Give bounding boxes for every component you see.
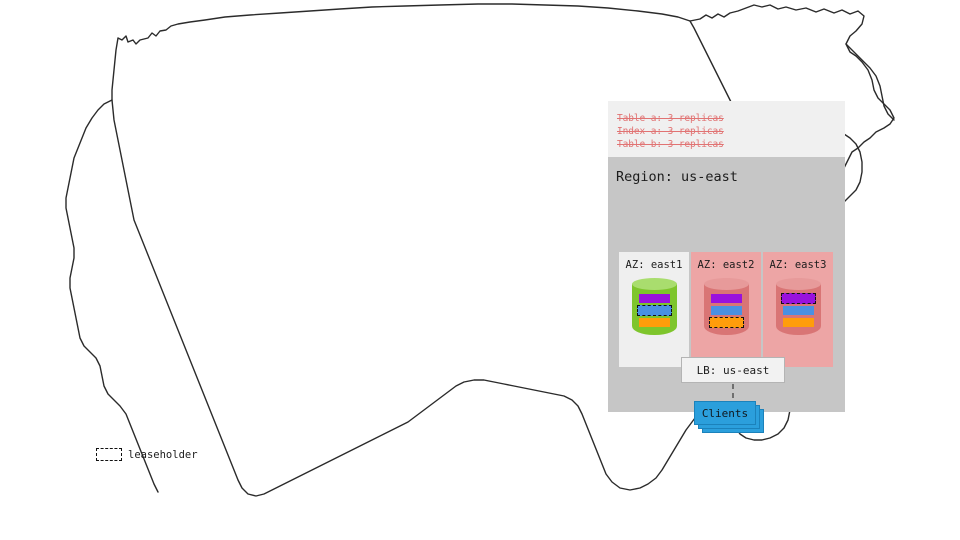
load-balancer-box[interactable]: LB: us-east xyxy=(681,357,785,383)
database-cylinder-east1[interactable] xyxy=(632,278,677,340)
cylinder-top-ellipse xyxy=(632,278,677,290)
us-east-deployment-panel: Table a: 3 replicas Index a: 3 replicas … xyxy=(608,101,846,433)
az-panel-east3[interactable]: AZ: east3 xyxy=(763,252,833,367)
clients-stack[interactable]: Clients xyxy=(694,401,766,433)
range-bar-index-a-east2 xyxy=(711,306,742,315)
range-bar-table-a-east3-leaseholder xyxy=(781,293,816,304)
database-cylinder-east3[interactable] xyxy=(776,278,821,340)
range-bar-table-a-east1 xyxy=(639,294,670,303)
legend-label: leaseholder xyxy=(128,448,198,461)
load-balancer-client-connector xyxy=(732,384,734,402)
region-panel-us-east: Region: us-east AZ: east1 AZ: east2 xyxy=(608,157,846,433)
range-bar-table-b-east1 xyxy=(639,318,670,327)
region-title: Region: us-east xyxy=(616,169,738,185)
az-label-east3: AZ: east3 xyxy=(769,259,827,271)
leaseholder-dashed-swatch-icon xyxy=(96,448,122,461)
az-panel-east2[interactable]: AZ: east2 xyxy=(691,252,761,367)
range-bar-table-b-east2-leaseholder xyxy=(709,317,744,328)
cylinder-top-ellipse xyxy=(776,278,821,290)
range-bar-index-a-east3 xyxy=(783,306,814,315)
legend-leaseholder: leaseholder xyxy=(96,448,198,461)
replica-status-line-table-a: Table a: 3 replicas xyxy=(617,113,724,124)
range-bar-table-a-east2 xyxy=(711,294,742,303)
az-panel-east1[interactable]: AZ: east1 xyxy=(619,252,689,367)
az-label-east2: AZ: east2 xyxy=(697,259,755,271)
replica-status-line-table-b: Table b: 3 replicas xyxy=(617,139,724,150)
replica-status-line-index-a: Index a: 3 replicas xyxy=(617,126,724,137)
client-card-front[interactable]: Clients xyxy=(694,401,756,425)
availability-zone-row: AZ: east1 AZ: east2 xyxy=(619,252,846,367)
range-bar-index-a-east1-leaseholder xyxy=(637,305,672,316)
database-cylinder-east2[interactable] xyxy=(704,278,749,340)
replica-status-strip: Table a: 3 replicas Index a: 3 replicas … xyxy=(608,101,845,157)
cylinder-top-ellipse xyxy=(704,278,749,290)
range-bar-table-b-east3 xyxy=(783,318,814,327)
az-label-east1: AZ: east1 xyxy=(625,259,683,271)
